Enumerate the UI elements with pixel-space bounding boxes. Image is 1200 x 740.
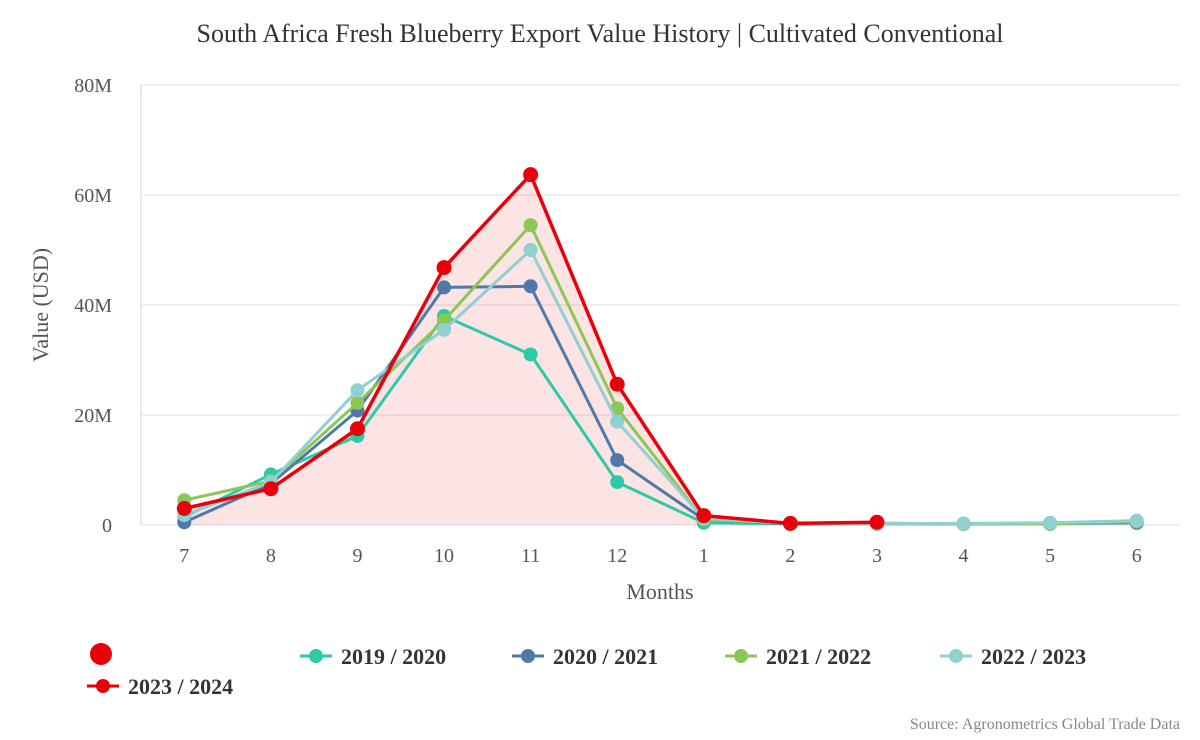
x-tick-label: 7 — [179, 545, 189, 567]
legend-label: 2022 / 2023 — [981, 644, 1086, 669]
source-note: Source: Agronometrics Global Trade Data — [910, 716, 1180, 733]
x-tick-label: 3 — [872, 545, 882, 567]
data-point[interactable] — [523, 167, 539, 183]
legend-marker — [309, 649, 323, 663]
data-point[interactable] — [436, 260, 452, 276]
x-tick-label: 5 — [1045, 545, 1055, 567]
y-tick-label: 20M — [74, 405, 112, 427]
data-point[interactable] — [610, 453, 625, 468]
y-tick-label: 60M — [74, 185, 112, 207]
x-tick-label: 4 — [959, 545, 969, 567]
data-point[interactable] — [610, 475, 625, 490]
x-axis-label: Months — [626, 579, 693, 604]
series-line-3 — [183, 248, 1137, 525]
data-point[interactable] — [437, 322, 452, 337]
data-point[interactable] — [523, 243, 538, 257]
legend-label: 2021 / 2022 — [766, 644, 871, 669]
data-point[interactable] — [696, 508, 712, 524]
data-point[interactable] — [176, 501, 192, 516]
data-point[interactable] — [437, 280, 452, 295]
x-tick-label: 1 — [699, 545, 709, 567]
data-point[interactable] — [523, 347, 538, 362]
data-point[interactable] — [782, 515, 798, 531]
data-point[interactable] — [609, 376, 625, 392]
legend-item-1[interactable]: 2020 / 2021 — [512, 644, 658, 669]
series-lines — [176, 167, 1144, 531]
x-tick-label: 10 — [434, 545, 454, 567]
y-axis-ticks: 0 20M 40M 60M 80M — [74, 75, 112, 537]
x-axis-ticks: 7 8 9 10 11 12 1 2 3 4 5 6 — [179, 545, 1141, 567]
legend[interactable]: 2019 / 2020 2020 / 2021 2021 / 2022 2022 / … — [87, 643, 1086, 699]
x-tick-label: 6 — [1132, 545, 1142, 567]
legend-marker — [96, 679, 110, 693]
x-tick-label: 9 — [352, 545, 362, 567]
x-tick-label: 2 — [785, 545, 795, 567]
series-4[interactable] — [176, 167, 885, 531]
y-axis-label: Value (USD) — [28, 248, 53, 362]
data-point[interactable] — [349, 421, 365, 437]
data-point[interactable] — [610, 414, 625, 429]
data-point[interactable] — [263, 481, 279, 497]
data-point[interactable] — [350, 383, 365, 398]
legend-label: 2019 / 2020 — [341, 644, 446, 669]
data-point[interactable] — [523, 279, 538, 294]
y-tick-label: 40M — [74, 295, 112, 317]
legend-marker — [734, 649, 748, 663]
y-tick-label: 80M — [74, 75, 112, 97]
legend-item-2[interactable]: 2021 / 2022 — [725, 644, 871, 669]
data-point[interactable] — [350, 395, 365, 410]
y-tick-label: 0 — [102, 515, 112, 537]
legend-marker-standalone — [90, 643, 112, 665]
data-point[interactable] — [956, 516, 971, 531]
x-tick-label: 11 — [521, 545, 540, 567]
legend-marker — [949, 649, 963, 663]
data-point[interactable] — [1129, 513, 1144, 528]
x-tick-label: 8 — [266, 545, 276, 567]
legend-marker — [521, 649, 535, 663]
legend-label: 2020 / 2021 — [553, 644, 658, 669]
chart-title: South Africa Fresh Blueberry Export Valu… — [197, 19, 1004, 48]
data-point[interactable] — [523, 218, 538, 233]
legend-label: 2023 / 2024 — [128, 674, 233, 699]
data-point[interactable] — [869, 514, 885, 530]
legend-item-3[interactable]: 2022 / 2023 — [940, 644, 1086, 669]
legend-item-0[interactable]: 2019 / 2020 — [300, 644, 446, 669]
data-point[interactable] — [1043, 515, 1058, 530]
legend-item-4[interactable]: 2023 / 2024 — [87, 674, 233, 699]
x-tick-label: 12 — [607, 545, 627, 567]
